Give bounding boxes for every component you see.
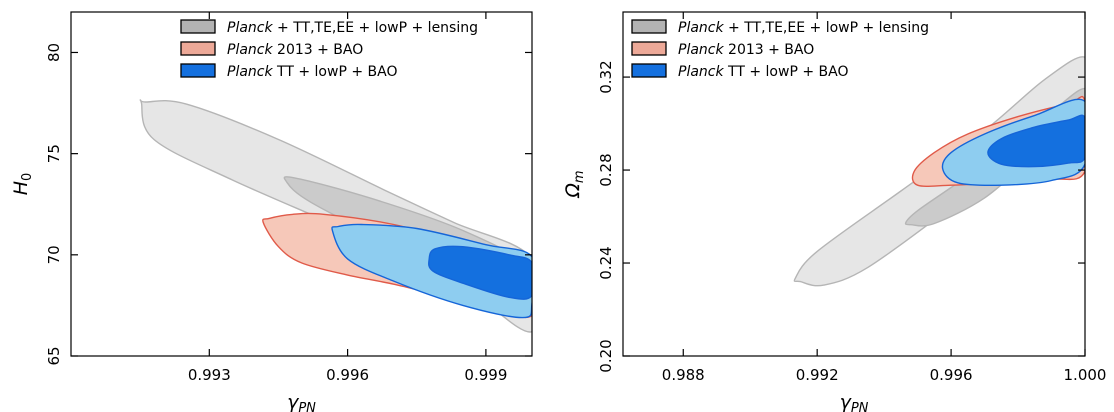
legend-label: Planck + TT,TE,EE + lowP + lensing xyxy=(227,20,478,36)
contour-inner-series-2 xyxy=(428,245,532,300)
y-axis-label: H0 xyxy=(10,173,35,196)
y-tick-label: 0.28 xyxy=(597,153,615,186)
x-tick-label: 0.993 xyxy=(188,366,231,384)
left-panel: 0.993 0.996 0.999 65 70 75 80 γPN H0 Planck + TT,… xyxy=(10,11,533,412)
x-tick-label: 0.999 xyxy=(464,366,507,384)
y-tick-label: 80 xyxy=(45,43,63,62)
x-tick-label: 0.996 xyxy=(930,366,973,384)
legend-swatch xyxy=(631,19,667,34)
legend-label: Planck 2013 + BAO xyxy=(678,42,814,58)
legend: Planck + TT,TE,EE + lowP + lensing Planck… xyxy=(631,19,929,80)
x-axis-label: γPN xyxy=(287,391,316,412)
legend-label: Planck 2013 + BAO xyxy=(227,42,363,58)
y-tick-label: 0.20 xyxy=(597,339,615,372)
axes-frame xyxy=(622,11,1086,357)
plot-area xyxy=(139,99,532,333)
legend-swatch xyxy=(180,63,216,78)
y-tick-label: 0.24 xyxy=(597,246,615,279)
axes-frame xyxy=(70,11,533,357)
legend-swatch xyxy=(631,41,667,56)
y-tick-label: 75 xyxy=(45,144,63,163)
legend-label: Planck TT + lowP + BAO xyxy=(678,64,848,80)
y-tick-label: 70 xyxy=(45,245,63,264)
legend-label: Planck TT + lowP + BAO xyxy=(227,64,397,80)
legend-swatch xyxy=(631,63,667,78)
y-axis-label: Ωm xyxy=(562,170,587,198)
legend-label: Planck + TT,TE,EE + lowP + lensing xyxy=(678,20,929,36)
x-tick-label: 0.996 xyxy=(326,366,369,384)
x-axis-label: γPN xyxy=(840,391,869,412)
legend: Planck + TT,TE,EE + lowP + lensing Planck… xyxy=(180,19,478,80)
legend-swatch xyxy=(180,19,216,34)
x-tick-label: 0.988 xyxy=(662,366,705,384)
plot-area xyxy=(793,56,1085,287)
legend-swatch xyxy=(180,41,216,56)
x-tick-label: 1.000 xyxy=(1064,366,1107,384)
y-tick-label: 65 xyxy=(45,346,63,365)
contour-inner-series-2 xyxy=(987,114,1085,168)
right-panel: 0.988 0.992 0.996 1.000 0.20 0.24 0.28 0.32 γPN Ω… xyxy=(562,11,1107,412)
y-tick-label: 0.32 xyxy=(597,60,615,93)
x-tick-label: 0.992 xyxy=(796,366,839,384)
